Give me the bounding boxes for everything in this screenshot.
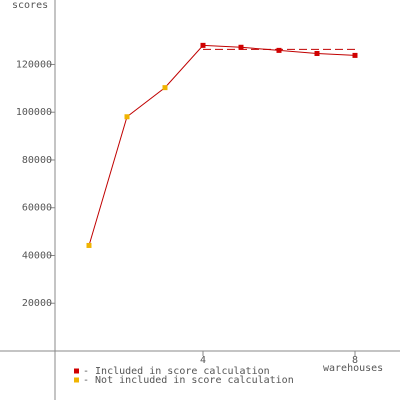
data-point <box>314 50 320 56</box>
data-line <box>88 44 356 246</box>
data-point <box>200 42 206 48</box>
data-point <box>238 44 244 50</box>
legend-label: - Included in score calculation <box>83 366 270 377</box>
data-point <box>276 47 282 53</box>
x-tick-label: 8 <box>352 355 358 366</box>
y-tick-label: 120000 <box>16 59 52 70</box>
y-tick-label: 80000 <box>22 155 52 166</box>
y-axis-label: scores <box>12 0 48 11</box>
y-tick-label: 20000 <box>22 298 52 309</box>
legend-marker <box>74 377 79 383</box>
x-tick-label: 4 <box>200 355 206 366</box>
legend-label: - Not included in score calculation <box>83 375 294 386</box>
y-tick-label: 40000 <box>22 250 52 261</box>
legend-marker <box>74 368 79 374</box>
data-point <box>162 85 168 91</box>
data-point <box>124 114 130 120</box>
x-axis-label: warehouses <box>323 363 383 374</box>
y-tick-label: 100000 <box>16 107 52 118</box>
data-point <box>86 242 92 248</box>
data-point <box>352 52 358 58</box>
y-tick-label: 60000 <box>22 203 52 214</box>
